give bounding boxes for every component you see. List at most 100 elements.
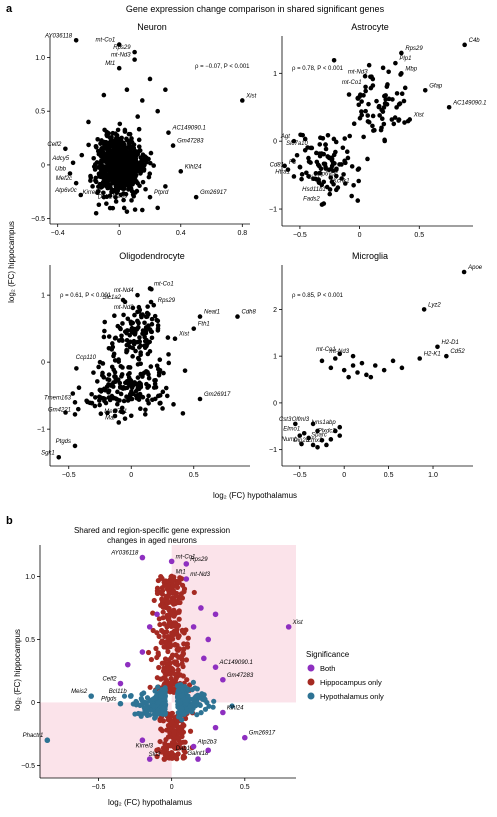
data-point [76,385,82,391]
hippocampus-only-point [145,649,152,656]
data-point [205,747,212,754]
data-point [285,624,292,630]
data-point [136,144,142,149]
data-point [444,353,449,359]
data-point [299,176,304,182]
data-point [350,363,356,368]
data-point [85,399,90,405]
data-point [93,179,99,185]
hippocampus-only-point [160,604,166,610]
data-point [315,445,320,450]
y-tick-label: 1.0 [25,574,35,581]
data-point [119,374,124,379]
data-point [106,346,112,351]
hippocampus-only-point [154,585,161,591]
data-point [293,421,298,427]
data-point [302,136,308,142]
data-point [116,359,121,364]
hippocampus-only-point [179,627,186,633]
data-point [422,87,428,93]
data-point [138,350,143,355]
data-point [315,162,321,167]
gene-label: Ccp110 [76,355,97,361]
data-point [112,313,117,318]
gene-label: Atp6v0c [54,188,77,194]
hippocampus-only-point [165,734,171,740]
gene-label: Htra1 [275,169,290,175]
data-point [136,345,142,350]
y-tick-label: 1 [41,293,45,300]
data-point [345,155,351,161]
data-point [93,395,98,400]
legend-swatch [307,692,315,700]
data-point [117,380,123,386]
hypothalamus-only-point [155,684,161,690]
data-point [88,178,93,183]
gene-label: mt-Co1 [316,347,336,353]
hippocampus-only-point [164,624,170,630]
data-point [197,396,203,402]
data-point [321,201,327,206]
data-point [370,113,376,119]
hypothalamus-only-point [144,695,151,701]
data-point [337,162,342,167]
data-point [461,269,467,275]
x-tick-label: −0.5 [92,784,106,791]
gene-label: Atp6v0c [315,172,338,178]
data-point [121,191,126,196]
x-tick-label: 1.0 [428,472,438,479]
hypothalamus-only-point [189,687,195,693]
data-point [98,153,104,159]
data-point [363,84,368,90]
data-point [138,383,144,388]
data-point [149,316,155,322]
data-point [374,98,379,104]
data-point [152,313,158,319]
data-point [380,109,386,114]
data-point [139,372,145,377]
gene-label: Apoe [467,265,483,271]
data-point [101,190,106,196]
data-point [95,190,100,196]
data-point [323,146,329,152]
gene-label: Rps29 [405,46,423,52]
data-point [357,115,363,121]
data-point [331,181,336,187]
data-point [333,428,338,434]
data-point [101,145,106,151]
shaded-region [171,545,296,703]
data-point [103,400,109,406]
data-point [116,420,122,425]
data-point [143,325,149,330]
hippocampus-only-point [165,636,172,642]
data-point [160,389,166,395]
data-point [311,176,316,182]
data-point [94,145,99,150]
hypothalamus-only-point [185,686,191,692]
data-point [155,108,160,114]
gene-label: Atp2b3 [197,740,218,746]
hypothalamus-only-point [139,701,145,708]
data-point [140,328,146,333]
data-point [128,396,134,402]
data-point [122,329,128,334]
panel-b-ylabel: log₂ (FC) hippocampus [13,629,22,711]
data-point [306,155,311,161]
data-point [98,141,103,146]
gene-label: Gja1 [307,175,320,181]
gene-label: Fads2 [303,197,320,203]
panel-b-title: Shared and region-specific gene expressi… [74,526,230,535]
gene-label: Gfap [429,83,443,89]
y-tick-label: −0.5 [31,216,45,223]
data-point [101,194,107,200]
hippocampus-only-point [147,684,153,690]
hippocampus-only-point [176,633,182,639]
data-point [146,393,151,399]
data-point [112,369,118,375]
data-point [323,142,328,147]
hippocampus-only-point [181,646,187,652]
data-point [146,375,152,381]
data-point [135,375,141,380]
data-point [89,400,95,406]
hippocampus-only-point [174,662,181,668]
